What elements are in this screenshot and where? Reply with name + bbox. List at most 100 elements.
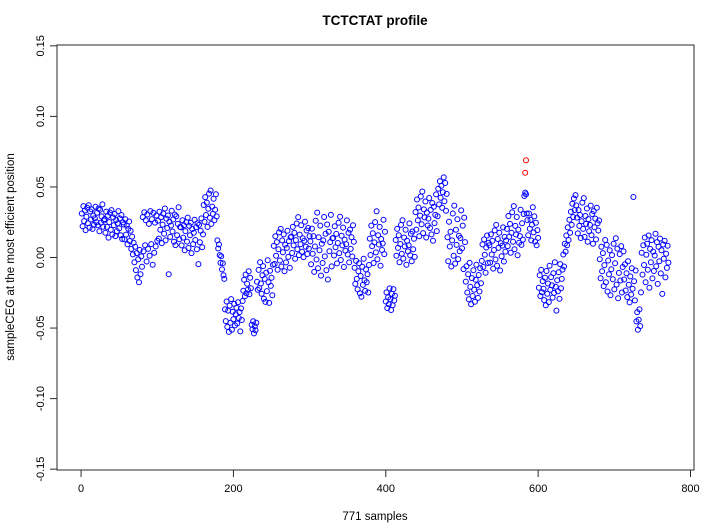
sample-point <box>602 279 609 286</box>
sample-point <box>469 293 476 299</box>
sample-point <box>392 237 399 243</box>
sample-point <box>196 221 203 228</box>
sample-point <box>484 260 491 266</box>
sample-point <box>212 191 219 198</box>
sample-point <box>241 276 248 283</box>
sample-point <box>626 299 633 306</box>
sample-point <box>362 287 369 294</box>
sample-point <box>644 266 651 273</box>
sample-point <box>195 261 202 268</box>
sample-point <box>381 251 388 258</box>
sample-point <box>227 319 234 326</box>
sample-point <box>394 225 401 232</box>
sample-point <box>519 220 526 227</box>
sample-point <box>86 224 93 231</box>
sample-point <box>228 296 235 303</box>
sample-point <box>149 261 156 268</box>
sample-point <box>116 215 123 222</box>
sample-point <box>345 229 352 236</box>
sample-point <box>459 245 465 252</box>
sample-point <box>532 238 539 245</box>
sample-point <box>288 233 295 240</box>
sample-point <box>165 271 172 278</box>
sample-point <box>473 261 480 268</box>
sample-point <box>171 211 178 218</box>
sample-point <box>629 285 636 292</box>
outlier-points <box>522 157 529 176</box>
sample-point <box>100 223 107 230</box>
sample-point <box>119 236 126 242</box>
sample-point <box>663 250 670 257</box>
sample-point <box>230 316 237 323</box>
sample-point <box>168 222 174 229</box>
sample-point <box>324 221 331 228</box>
sample-point <box>289 223 296 230</box>
sample-point <box>278 263 285 270</box>
x-tick-label: 400 <box>377 483 395 495</box>
sample-point <box>498 253 505 260</box>
sample-point <box>142 242 149 249</box>
sample-point <box>416 233 423 240</box>
sample-point <box>391 292 398 299</box>
sample-point <box>219 266 225 273</box>
sample-point <box>487 231 494 238</box>
sample-point <box>295 214 302 221</box>
sample-point <box>372 219 379 226</box>
sample-point <box>353 275 360 282</box>
sample-point <box>367 252 374 258</box>
sample-point <box>116 225 123 232</box>
sample-point <box>138 253 145 260</box>
sample-point <box>576 222 583 229</box>
sample-point <box>246 291 253 298</box>
sample-point <box>215 245 222 252</box>
y-tick-label: -0.10 <box>35 386 47 411</box>
sample-point <box>207 187 214 194</box>
sample-point <box>238 317 245 323</box>
sample-point <box>511 246 518 253</box>
sample-point <box>305 225 312 231</box>
sample-point <box>431 220 438 227</box>
sample-point <box>618 243 625 250</box>
sample-point <box>526 210 532 217</box>
sample-point <box>216 241 222 248</box>
sample-point <box>663 264 670 271</box>
sample-point <box>152 219 158 226</box>
sample-point <box>559 266 566 273</box>
sample-point <box>609 252 615 259</box>
sample-point <box>650 248 657 255</box>
sample-point <box>503 237 510 244</box>
sample-point <box>323 267 330 274</box>
sample-point <box>436 201 443 208</box>
sample-point <box>437 194 444 201</box>
sample-point <box>173 213 180 220</box>
sample-point <box>315 265 321 272</box>
sample-point <box>622 287 629 294</box>
sample-point <box>239 298 246 304</box>
sample-point <box>403 261 410 268</box>
sample-point <box>439 204 446 211</box>
sample-point <box>517 206 524 213</box>
sample-point <box>410 246 417 253</box>
sample-point <box>200 231 206 238</box>
sample-point <box>145 220 152 227</box>
sample-point <box>590 240 596 247</box>
sample-point <box>397 241 404 247</box>
sample-point <box>453 241 460 248</box>
sample-point <box>443 207 449 214</box>
sample-point <box>257 280 264 287</box>
sample-point <box>311 268 318 275</box>
sample-point <box>355 268 362 275</box>
sample-point <box>320 237 327 244</box>
sample-point <box>662 274 669 281</box>
sample-point <box>494 262 500 269</box>
sample-point <box>104 223 110 230</box>
sample-point <box>209 203 216 210</box>
sample-point <box>186 222 193 229</box>
sample-point <box>605 257 612 264</box>
sample-point <box>491 227 498 234</box>
sample-point <box>484 232 491 239</box>
sample-point <box>358 293 365 300</box>
sample-point <box>636 306 643 313</box>
sample-point <box>564 242 571 249</box>
sample-point <box>442 180 449 186</box>
